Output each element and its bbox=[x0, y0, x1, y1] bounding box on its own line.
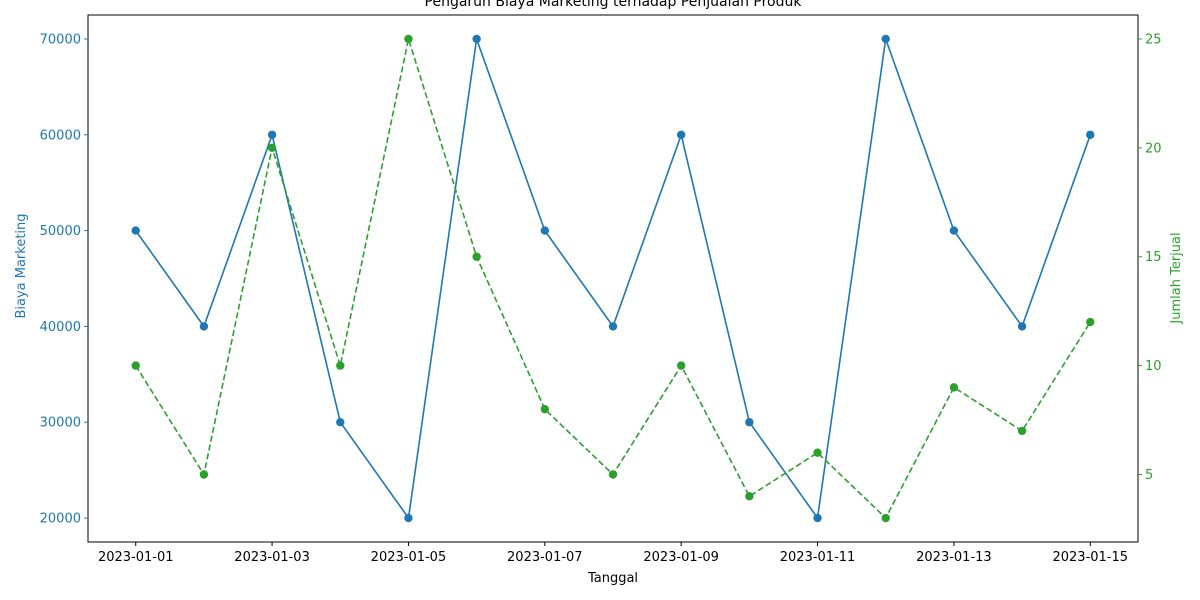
sales-data-point bbox=[813, 448, 822, 457]
marketing-data-point bbox=[676, 130, 686, 139]
marketing-data-point bbox=[199, 322, 209, 331]
marketing-data-point bbox=[131, 226, 140, 235]
marketing-series-line bbox=[135, 38, 1092, 521]
marketing-data-point bbox=[336, 418, 345, 427]
sales-data-point bbox=[608, 470, 618, 479]
x-axis-label: Tanggal bbox=[587, 571, 638, 586]
x-tick-label: 2023-01-01 bbox=[98, 550, 174, 565]
sales-data-point bbox=[472, 252, 481, 261]
plot-frame bbox=[87, 14, 1139, 543]
sales-data-point bbox=[745, 492, 754, 501]
marketing-data-point bbox=[881, 34, 890, 44]
marketing-data-point bbox=[813, 513, 822, 523]
sales-data-point bbox=[881, 513, 890, 523]
sales-data-point bbox=[199, 470, 209, 479]
right-y-tick-label: 25 bbox=[1145, 32, 1162, 47]
x-tick-label: 2023-01-03 bbox=[234, 550, 310, 565]
plot-border bbox=[87, 14, 1139, 543]
left-y-tick-label: 50000 bbox=[40, 224, 81, 239]
marketing-data-point bbox=[267, 130, 277, 139]
sales-data-point bbox=[336, 361, 345, 370]
x-tick-label: 2023-01-11 bbox=[780, 550, 856, 565]
x-axis: 2023-01-01 2023-01-03 2023-01-05 2023-01-07… bbox=[98, 542, 1128, 565]
sales-series-line bbox=[135, 35, 1091, 520]
left-y-tick-label: 40000 bbox=[40, 320, 81, 335]
left-y-tick-label: 60000 bbox=[40, 128, 81, 143]
x-tick-label: 2023-01-13 bbox=[916, 550, 992, 565]
right-y-tick-label: 5 bbox=[1145, 468, 1153, 483]
sales-data-point bbox=[1086, 317, 1095, 327]
left-y-axis: 20000 30000 40000 50000 60000 70000 bbox=[40, 32, 88, 527]
marketing-data-point bbox=[404, 513, 413, 523]
sales-data-point bbox=[949, 383, 959, 392]
x-tick-label: 2023-01-15 bbox=[1052, 550, 1128, 565]
marketing-data-point bbox=[1086, 130, 1095, 139]
x-tick-label: 2023-01-07 bbox=[507, 550, 583, 565]
sales-data-point bbox=[676, 361, 686, 370]
marketing-data-point bbox=[472, 34, 481, 44]
sales-data-point bbox=[267, 143, 277, 153]
x-tick-label: 2023-01-09 bbox=[643, 550, 719, 565]
marketing-data-point bbox=[540, 226, 550, 235]
right-y-tick-label: 10 bbox=[1145, 359, 1162, 374]
right-y-axis-label: Jumlah Terjual bbox=[1169, 232, 1184, 324]
x-tick-label: 2023-01-05 bbox=[371, 550, 447, 565]
right-y-tick-label: 20 bbox=[1145, 141, 1162, 156]
sales-data-point bbox=[131, 361, 140, 370]
left-y-tick-label: 70000 bbox=[40, 32, 81, 47]
sales-data-point bbox=[404, 34, 413, 44]
right-y-axis: 5 10 15 20 25 bbox=[1138, 32, 1162, 483]
left-y-tick-label: 30000 bbox=[40, 416, 81, 431]
chart-title: Pengaruh Biaya Marketing terhadap Penjua… bbox=[425, 0, 803, 10]
sales-data-point bbox=[1017, 426, 1027, 436]
marketing-data-point bbox=[745, 418, 754, 427]
marketing-data-point bbox=[949, 226, 959, 235]
sales-data-point bbox=[540, 404, 550, 414]
right-y-tick-label: 15 bbox=[1145, 250, 1162, 265]
series-layer bbox=[131, 34, 1095, 523]
marketing-data-point bbox=[608, 322, 618, 331]
left-y-axis-label: Biaya Marketing bbox=[14, 213, 29, 318]
left-y-tick-label: 20000 bbox=[40, 512, 81, 527]
marketing-data-point bbox=[1017, 322, 1027, 331]
